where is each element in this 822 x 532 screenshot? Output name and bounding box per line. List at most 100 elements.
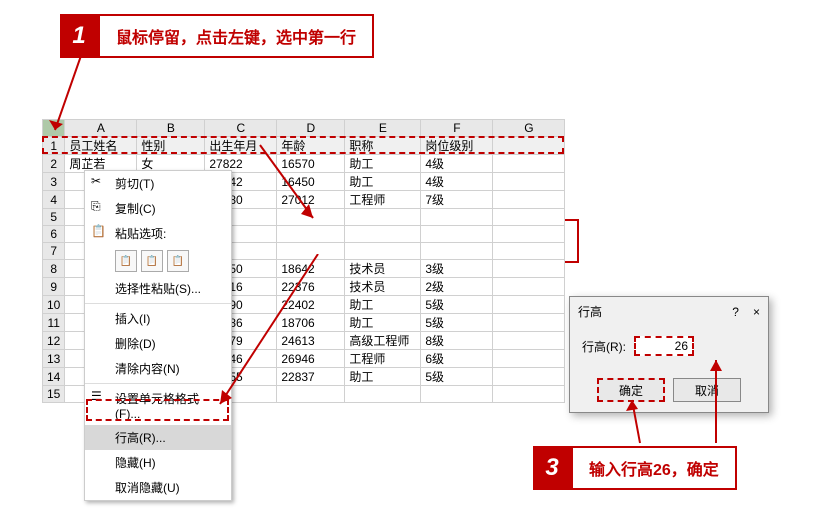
- cell-10-E[interactable]: 助工: [345, 296, 421, 314]
- col-header-C[interactable]: C: [205, 120, 277, 137]
- cell-13-G[interactable]: [493, 350, 565, 368]
- row-header-3[interactable]: 3: [43, 173, 65, 191]
- col-header-F[interactable]: F: [421, 120, 493, 137]
- cell-12-G[interactable]: [493, 332, 565, 350]
- cell-2-D[interactable]: 16570: [277, 155, 345, 173]
- cell-9-G[interactable]: [493, 278, 565, 296]
- cell-15-F[interactable]: [421, 386, 493, 403]
- col-header-G[interactable]: G: [493, 120, 565, 137]
- cell-12-E[interactable]: 高级工程师: [345, 332, 421, 350]
- cell-12-D[interactable]: 24613: [277, 332, 345, 350]
- cell-6-F[interactable]: [421, 226, 493, 243]
- cell-2-E[interactable]: 助工: [345, 155, 421, 173]
- cell-1-E[interactable]: 职称: [345, 137, 421, 155]
- paste-icon-2[interactable]: 📋: [141, 250, 163, 272]
- row-header-8[interactable]: 8: [43, 260, 65, 278]
- row-header-11[interactable]: 11: [43, 314, 65, 332]
- row-header-9[interactable]: 9: [43, 278, 65, 296]
- cell-4-F[interactable]: 7级: [421, 191, 493, 209]
- cell-5-D[interactable]: [277, 209, 345, 226]
- paste-icon-1[interactable]: 📋: [115, 250, 137, 272]
- cell-7-G[interactable]: [493, 243, 565, 260]
- menu-paste-special[interactable]: 选择性粘贴(S)...: [85, 276, 231, 301]
- cell-12-F[interactable]: 8级: [421, 332, 493, 350]
- cell-14-D[interactable]: 22837: [277, 368, 345, 386]
- cell-10-G[interactable]: [493, 296, 565, 314]
- cell-6-G[interactable]: [493, 226, 565, 243]
- col-header-A[interactable]: A: [65, 120, 137, 137]
- cell-13-F[interactable]: 6级: [421, 350, 493, 368]
- menu-row-height[interactable]: 行高(R)...: [85, 425, 231, 450]
- menu-insert[interactable]: 插入(I): [85, 306, 231, 331]
- cell-1-D[interactable]: 年龄: [277, 137, 345, 155]
- row-header-13[interactable]: 13: [43, 350, 65, 368]
- cell-15-G[interactable]: [493, 386, 565, 403]
- cell-14-G[interactable]: [493, 368, 565, 386]
- row-header-6[interactable]: 6: [43, 226, 65, 243]
- row-header-12[interactable]: 12: [43, 332, 65, 350]
- dialog-ok-button[interactable]: 确定: [597, 378, 665, 402]
- cell-8-F[interactable]: 3级: [421, 260, 493, 278]
- cell-2-F[interactable]: 4级: [421, 155, 493, 173]
- cell-6-D[interactable]: [277, 226, 345, 243]
- cell-9-E[interactable]: 技术员: [345, 278, 421, 296]
- row-header-10[interactable]: 10: [43, 296, 65, 314]
- cell-15-D[interactable]: [277, 386, 345, 403]
- col-header-B[interactable]: B: [137, 120, 205, 137]
- row-header-2[interactable]: 2: [43, 155, 65, 173]
- cell-1-B[interactable]: 性别: [137, 137, 205, 155]
- cell-3-F[interactable]: 4级: [421, 173, 493, 191]
- cell-3-D[interactable]: 16450: [277, 173, 345, 191]
- row-header-4[interactable]: 4: [43, 191, 65, 209]
- cell-15-E[interactable]: [345, 386, 421, 403]
- row-height-input[interactable]: [634, 336, 694, 356]
- dialog-cancel-button[interactable]: 取消: [673, 378, 741, 402]
- menu-delete[interactable]: 删除(D): [85, 331, 231, 356]
- data-row-1[interactable]: 1员工姓名性别出生年月年龄职称岗位级别: [43, 137, 565, 155]
- cell-13-D[interactable]: 26946: [277, 350, 345, 368]
- paste-icon-3[interactable]: 📋: [167, 250, 189, 272]
- cell-5-E[interactable]: [345, 209, 421, 226]
- cell-6-E[interactable]: [345, 226, 421, 243]
- cell-14-F[interactable]: 5级: [421, 368, 493, 386]
- cell-8-E[interactable]: 技术员: [345, 260, 421, 278]
- cell-9-F[interactable]: 2级: [421, 278, 493, 296]
- cell-11-D[interactable]: 18706: [277, 314, 345, 332]
- row-header-15[interactable]: 15: [43, 386, 65, 403]
- col-header-D[interactable]: D: [277, 120, 345, 137]
- cell-1-A[interactable]: 员工姓名: [65, 137, 137, 155]
- cell-8-D[interactable]: 18642: [277, 260, 345, 278]
- cell-11-G[interactable]: [493, 314, 565, 332]
- cell-9-D[interactable]: 22376: [277, 278, 345, 296]
- row-header-14[interactable]: 14: [43, 368, 65, 386]
- cell-11-F[interactable]: 5级: [421, 314, 493, 332]
- cell-4-D[interactable]: 27012: [277, 191, 345, 209]
- row-header-7[interactable]: 7: [43, 243, 65, 260]
- cell-1-G[interactable]: [493, 137, 565, 155]
- cell-3-G[interactable]: [493, 173, 565, 191]
- cell-10-D[interactable]: 22402: [277, 296, 345, 314]
- cell-1-F[interactable]: 岗位级别: [421, 137, 493, 155]
- menu-cut[interactable]: ✂ 剪切(T): [85, 171, 231, 196]
- row-header-5[interactable]: 5: [43, 209, 65, 226]
- cell-13-E[interactable]: 工程师: [345, 350, 421, 368]
- cell-7-E[interactable]: [345, 243, 421, 260]
- cell-5-F[interactable]: [421, 209, 493, 226]
- cell-4-E[interactable]: 工程师: [345, 191, 421, 209]
- menu-unhide[interactable]: 取消隐藏(U): [85, 475, 231, 500]
- cell-10-F[interactable]: 5级: [421, 296, 493, 314]
- col-header-E[interactable]: E: [345, 120, 421, 137]
- row-header-1[interactable]: 1: [43, 137, 65, 155]
- menu-hide[interactable]: 隐藏(H): [85, 450, 231, 475]
- cell-14-E[interactable]: 助工: [345, 368, 421, 386]
- cell-4-G[interactable]: [493, 191, 565, 209]
- cell-2-G[interactable]: [493, 155, 565, 173]
- menu-clear[interactable]: 清除内容(N): [85, 356, 231, 381]
- cell-11-E[interactable]: 助工: [345, 314, 421, 332]
- dialog-help-icon[interactable]: ?: [732, 305, 739, 319]
- cell-1-C[interactable]: 出生年月: [205, 137, 277, 155]
- menu-copy[interactable]: ⎘ 复制(C): [85, 196, 231, 221]
- select-all-corner[interactable]: [43, 120, 65, 137]
- cell-7-D[interactable]: [277, 243, 345, 260]
- cell-5-G[interactable]: [493, 209, 565, 226]
